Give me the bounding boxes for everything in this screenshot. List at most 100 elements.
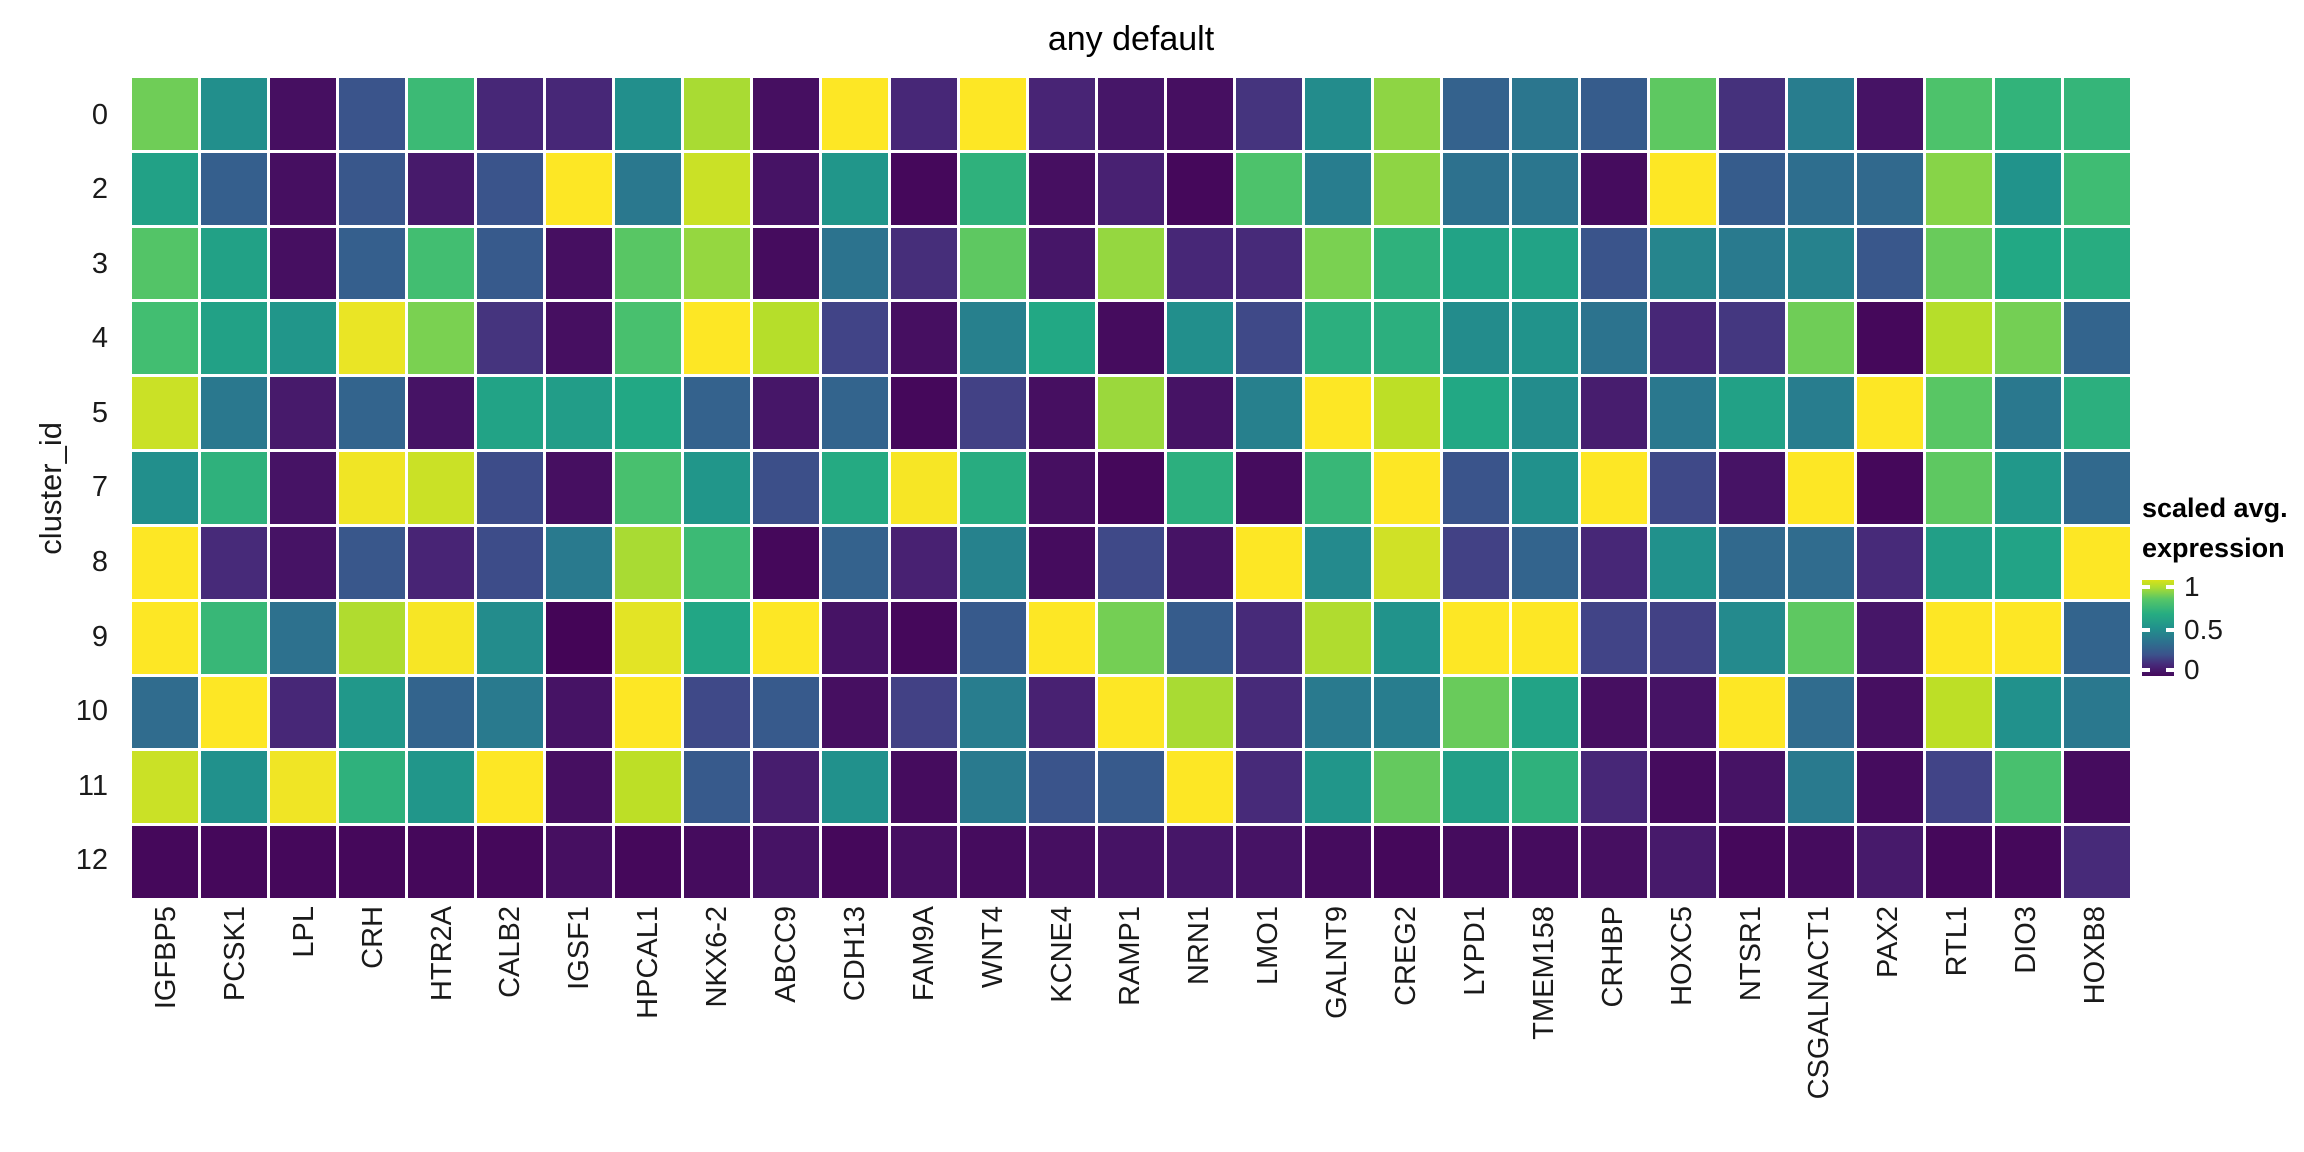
heatmap-cell <box>1926 302 1992 375</box>
heatmap-cell <box>1512 152 1578 225</box>
heatmap-cell <box>1374 526 1440 599</box>
heatmap-cell <box>1236 526 1302 599</box>
heatmap-cell <box>132 826 198 898</box>
heatmap-cell <box>1512 377 1578 450</box>
heatmap-cell <box>891 452 957 524</box>
x-tick-label: LMO1 <box>1234 906 1303 1146</box>
heatmap-cell <box>132 152 198 225</box>
heatmap-cell <box>684 302 750 375</box>
legend-title-line2: expression <box>2142 533 2285 563</box>
heatmap-cell <box>891 78 957 150</box>
heatmap-cell <box>1926 826 1992 898</box>
heatmap-cell <box>408 751 474 824</box>
heatmap-cell <box>822 676 888 749</box>
heatmap-cell <box>1788 452 1854 524</box>
heatmap-cell <box>477 601 543 674</box>
x-axis-tick-labels: IGFBP5 PCSK1 LPL CRH HTR2A CALB2 IGSF1 HPCAL1 NK… <box>132 906 2130 1146</box>
x-tick-label: NRN1 <box>1165 906 1234 1146</box>
x-tick-label-text: HPCAL1 <box>632 906 665 1019</box>
x-tick-label: PAX2 <box>1854 906 1923 1146</box>
heatmap-cell <box>546 751 612 824</box>
heatmap-cell <box>1305 377 1371 450</box>
heatmap-cell <box>1926 377 1992 450</box>
x-tick-label: CRH <box>339 906 408 1146</box>
heatmap-cell <box>960 227 1026 300</box>
heatmap-cell <box>1581 377 1647 450</box>
heatmap-cell <box>1512 452 1578 524</box>
heatmap-cell <box>1581 601 1647 674</box>
x-tick-label: HOXB8 <box>2061 906 2130 1146</box>
heatmap-cell <box>1581 452 1647 524</box>
heatmap-cell <box>1167 302 1233 375</box>
heatmap-cell <box>339 78 405 150</box>
y-tick-label: 4 <box>91 322 108 355</box>
heatmap-cell <box>891 227 957 300</box>
heatmap-cell <box>2064 302 2130 375</box>
heatmap-cell <box>891 152 957 225</box>
heatmap-cell <box>960 751 1026 824</box>
heatmap-cell <box>408 601 474 674</box>
heatmap-cell <box>1098 751 1164 824</box>
heatmap-cell <box>477 676 543 749</box>
heatmap-cell <box>753 152 819 225</box>
x-tick-label-text: FAM9A <box>907 906 940 1002</box>
x-tick-label: LYPD1 <box>1441 906 1510 1146</box>
heatmap-cell <box>1995 452 2061 524</box>
heatmap-cell <box>132 377 198 450</box>
heatmap-cell <box>201 676 267 749</box>
heatmap-cell <box>1098 601 1164 674</box>
heatmap-cell <box>1857 78 1923 150</box>
x-tick-label-text: TMEM158 <box>1527 906 1560 1040</box>
heatmap-cell <box>1926 751 1992 824</box>
heatmap-cell <box>615 601 681 674</box>
heatmap-cell <box>615 676 681 749</box>
heatmap-cell <box>2064 227 2130 300</box>
heatmap-cell <box>1029 302 1095 375</box>
heatmap-cell <box>960 452 1026 524</box>
x-tick-label: KCNE4 <box>1028 906 1097 1146</box>
heatmap-cell <box>1995 302 2061 375</box>
heatmap-cell <box>1926 78 1992 150</box>
x-tick-label-text: KCNE4 <box>1045 906 1078 1003</box>
heatmap-cell <box>339 452 405 524</box>
heatmap-cell <box>1857 152 1923 225</box>
heatmap-cell <box>270 78 336 150</box>
x-tick-label-text: GALNT9 <box>1321 906 1354 1019</box>
x-tick-label-text: WNT4 <box>976 906 1009 989</box>
heatmap-cell <box>339 377 405 450</box>
heatmap-cell <box>1857 302 1923 375</box>
heatmap-cell <box>132 601 198 674</box>
x-tick-label-text: HOXC5 <box>1665 906 1698 1006</box>
legend-tick-label: 0 <box>2184 654 2200 686</box>
heatmap-cell <box>1995 751 2061 824</box>
heatmap-cell <box>1236 676 1302 749</box>
y-tick-label: 3 <box>91 247 108 280</box>
heatmap-cell <box>1995 676 2061 749</box>
heatmap-cell <box>1236 302 1302 375</box>
heatmap-cell <box>546 377 612 450</box>
heatmap-cell <box>1650 152 1716 225</box>
heatmap-cell <box>1374 601 1440 674</box>
x-tick-label: ABCC9 <box>752 906 821 1146</box>
heatmap-cell <box>477 227 543 300</box>
x-tick-label-text: NRN1 <box>1183 906 1216 985</box>
heatmap-cell <box>1995 826 2061 898</box>
heatmap-cell <box>753 601 819 674</box>
heatmap-cell <box>1029 826 1095 898</box>
heatmap-cell <box>2064 751 2130 824</box>
y-tick-label: 9 <box>91 620 108 653</box>
x-tick-label: FAM9A <box>890 906 959 1146</box>
heatmap-cell <box>1305 826 1371 898</box>
heatmap-cell <box>1167 78 1233 150</box>
heatmap-cell <box>1443 601 1509 674</box>
heatmap-cell <box>891 377 957 450</box>
legend-colorbar-wrap: 1 0.5 0 <box>2142 572 2223 684</box>
heatmap-cell <box>1236 227 1302 300</box>
heatmap-cell <box>1650 302 1716 375</box>
heatmap-cell <box>1995 601 2061 674</box>
heatmap-cell <box>1167 826 1233 898</box>
heatmap-cell <box>132 751 198 824</box>
heatmap-cell <box>753 302 819 375</box>
heatmap-cell <box>1374 302 1440 375</box>
heatmap-cell <box>822 78 888 150</box>
